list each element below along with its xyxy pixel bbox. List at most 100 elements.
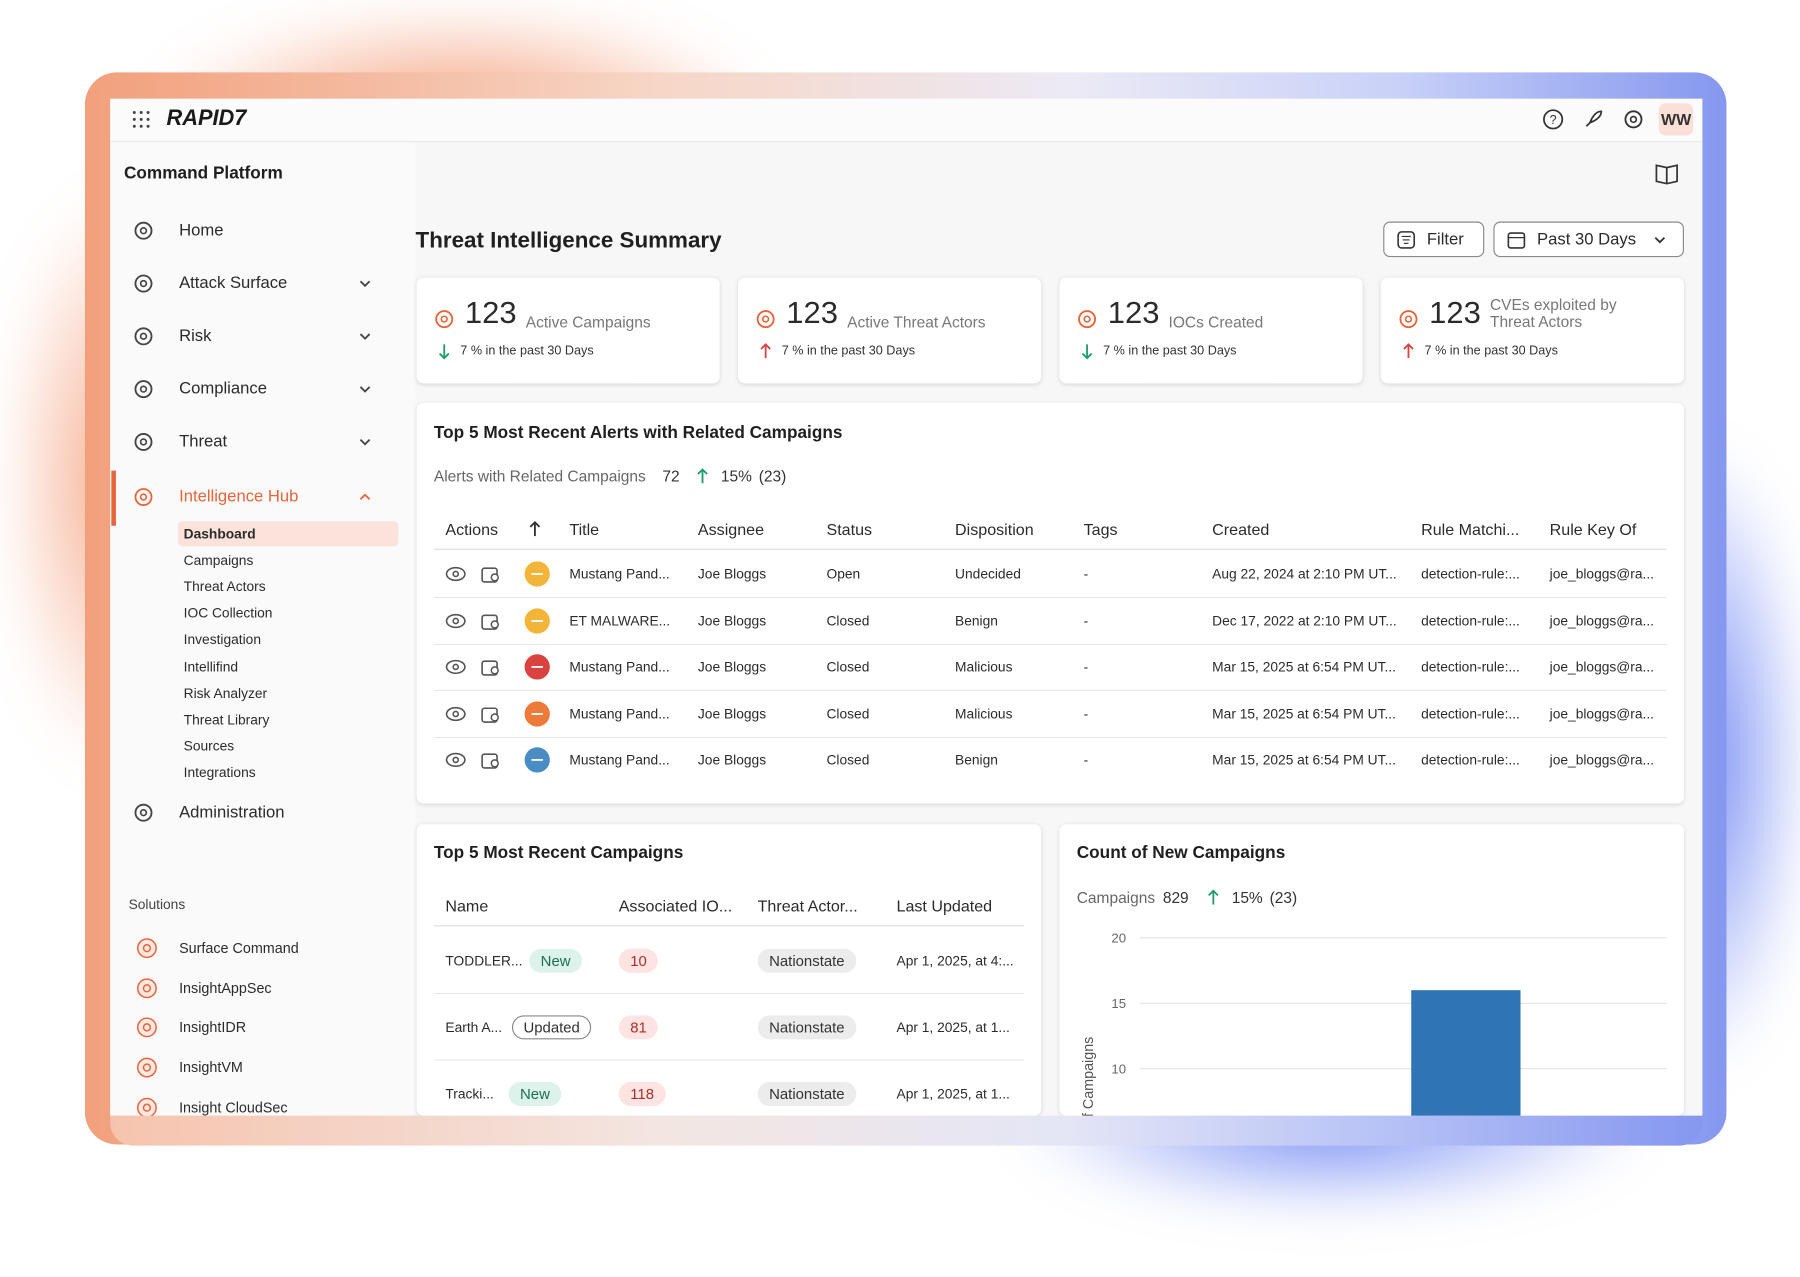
nav-item[interactable]: Threat	[179, 432, 228, 452]
case-action[interactable]	[481, 751, 502, 769]
user-avatar[interactable]	[1658, 103, 1694, 136]
cell: Closed	[826, 658, 870, 675]
case-action[interactable]	[481, 611, 502, 630]
column-header[interactable]: Last Updated	[896, 896, 993, 915]
subnav-item[interactable]: Threat Library	[183, 711, 270, 728]
settings-icon[interactable]	[1623, 109, 1644, 130]
column-header[interactable]: Rule Key Of	[1549, 519, 1637, 539]
alerts-title: Top 5 Most Recent Alerts with Related Ca…	[433, 423, 843, 443]
cell: -	[1083, 565, 1089, 582]
cell: Joe Bloggs	[697, 565, 767, 582]
campaign-name[interactable]: Earth A...	[445, 1019, 503, 1036]
case-action[interactable]	[481, 658, 502, 676]
column-header[interactable]: Associated IO...	[618, 896, 733, 915]
severity-icon	[524, 654, 550, 680]
subnav-item[interactable]: Intellifind	[183, 658, 239, 675]
subnav-item[interactable]: IOC Collection	[183, 605, 273, 622]
cell[interactable]: Mustang Pand...	[569, 705, 670, 722]
column-header[interactable]: Disposition	[955, 519, 1034, 539]
cell: detection-rule:...	[1421, 612, 1520, 629]
campaign-name[interactable]: TODDLER...	[445, 952, 523, 969]
nav-item[interactable]: Attack Surface	[179, 274, 288, 293]
column-header[interactable]: Status	[826, 519, 873, 539]
nav-chevron[interactable]	[358, 277, 372, 291]
cell: joe_bloggs@ra...	[1549, 705, 1655, 722]
column-header[interactable]: Assignee	[697, 519, 765, 539]
nav-chevron[interactable]	[358, 382, 372, 396]
cell[interactable]: Mustang Pand...	[569, 565, 670, 582]
date-range-label: Past 30 Days	[1537, 230, 1637, 250]
cell[interactable]: Mustang Pand...	[569, 658, 670, 675]
column-header[interactable]: Actions	[445, 519, 499, 539]
view-action[interactable]	[445, 566, 466, 582]
nav-chevron[interactable]	[358, 435, 372, 449]
campaign-badge: New	[529, 948, 583, 973]
column-header[interactable]: Rule Matchi...	[1421, 519, 1520, 539]
alerts-change-count: (23)	[758, 467, 787, 485]
docs-icon[interactable]	[1654, 162, 1679, 185]
admin-icon	[134, 803, 153, 822]
view-action[interactable]	[445, 752, 466, 768]
cell: Closed	[826, 751, 870, 768]
view-action[interactable]	[445, 659, 466, 675]
subnav-item[interactable]: Campaigns	[183, 552, 254, 569]
subnav-item[interactable]: Sources	[183, 737, 235, 754]
column-header[interactable]: Tags	[1083, 519, 1118, 539]
kpi-label: Active Campaigns	[525, 313, 651, 332]
solution-item[interactable]: Insight CloudSec	[179, 1099, 288, 1116]
column-header[interactable]: Name	[445, 896, 489, 915]
kpi-value: 123	[1107, 295, 1160, 331]
cell[interactable]: ET MALWARE...	[569, 612, 671, 629]
apps-grid	[132, 111, 150, 128]
subnav-item[interactable]: Integrations	[183, 764, 256, 781]
filter-button[interactable]	[1383, 221, 1485, 258]
launch-icon[interactable]	[1583, 109, 1604, 130]
nav-item[interactable]: Administration	[179, 803, 285, 822]
row-divider	[433, 689, 1667, 692]
nav-item[interactable]: Risk	[179, 327, 212, 346]
view-action[interactable]	[445, 705, 466, 721]
threat-actor: Nationstate	[757, 1081, 857, 1107]
campaign-name[interactable]: Tracki...	[445, 1085, 494, 1102]
brand-logo: RAPID7	[166, 106, 247, 131]
ioc-count: 10	[618, 948, 659, 973]
view-action[interactable]	[445, 612, 466, 628]
case-action[interactable]	[481, 565, 502, 583]
subnav-item[interactable]: Threat Actors	[183, 578, 266, 595]
subnav-item[interactable]: Dashboard	[183, 525, 256, 542]
solution-item[interactable]: InsightVM	[179, 1059, 243, 1076]
column-header[interactable]: Created	[1212, 519, 1270, 539]
row-divider	[433, 736, 1667, 738]
threat-actor: Nationstate	[757, 948, 857, 973]
solution-item[interactable]: Surface Command	[179, 940, 299, 957]
cell: joe_bloggs@ra...	[1549, 751, 1655, 768]
kpi-value: 123	[786, 295, 839, 331]
cell: joe_bloggs@ra...	[1549, 565, 1655, 582]
solution-item[interactable]: InsightAppSec	[179, 979, 272, 997]
filter-icon	[1397, 231, 1416, 249]
nav-item[interactable]: Compliance	[179, 379, 267, 399]
help-icon[interactable]: ?	[1543, 109, 1564, 130]
kpi-label: IOCs Created	[1168, 313, 1264, 332]
kpi-period: in the past 30 Days	[485, 344, 594, 359]
nav-item[interactable]: Intelligence Hub	[179, 487, 299, 507]
solution-item[interactable]: InsightIDR	[179, 1019, 247, 1036]
case-action[interactable]	[481, 704, 502, 723]
nav-item[interactable]: Home	[179, 221, 224, 240]
subnav-item[interactable]: Investigation	[183, 631, 262, 648]
solution-icon	[137, 978, 157, 998]
top-bar	[110, 98, 1703, 143]
cell[interactable]: Mustang Pand...	[569, 751, 670, 768]
nav-chevron[interactable]	[358, 490, 372, 504]
column-header[interactable]: Threat Actor...	[757, 896, 858, 915]
subnav-item[interactable]: Risk Analyzer	[183, 684, 268, 701]
kpi-value: 123	[464, 295, 517, 331]
nav-chevron[interactable]	[358, 329, 372, 343]
alerts-change: 15%	[720, 467, 752, 485]
sort-arrow[interactable]	[528, 520, 542, 538]
cell: Mar 15, 2025 at 6:54 PM UT...	[1212, 705, 1396, 722]
column-header[interactable]: Title	[569, 519, 600, 539]
page-title: Threat Intelligence Summary	[415, 227, 722, 254]
cell: Malicious	[955, 705, 1013, 722]
